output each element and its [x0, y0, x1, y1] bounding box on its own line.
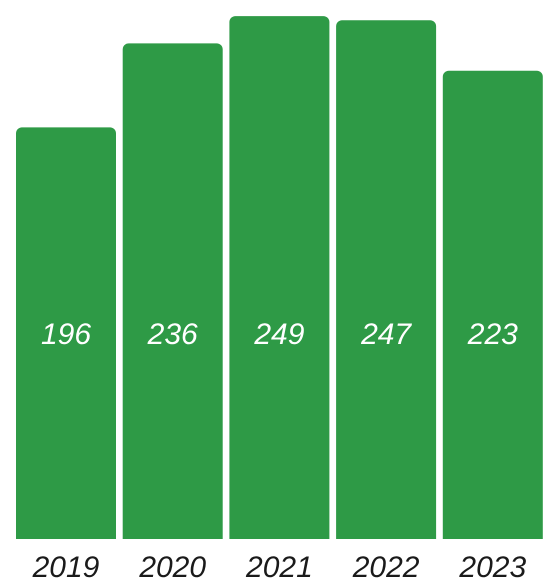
bar-value-label-2022: 247	[360, 318, 412, 351]
x-tick-label-2019: 2019	[32, 551, 100, 581]
bars-group	[0, 16, 553, 547]
x-tick-label-2022: 2022	[352, 551, 420, 581]
baseline-mask	[0, 539, 553, 547]
bar-2022	[336, 20, 437, 546]
x-tick-label-2023: 2023	[458, 551, 526, 581]
x-tick-labels-group: 2019 2020 2021 2022 2023	[32, 551, 527, 581]
bar-2020	[122, 43, 223, 546]
bar-value-label-2021: 249	[253, 318, 304, 351]
bar-2019	[16, 127, 116, 546]
bar-value-label-2023: 223	[467, 318, 518, 351]
bar-value-label-2020: 236	[147, 318, 198, 351]
x-tick-label-2020: 2020	[138, 551, 206, 581]
bar-2021	[229, 16, 330, 546]
bar-2023	[442, 70, 543, 545]
bar-value-label-2019: 196	[41, 318, 91, 351]
value-labels-group: 196 236 249 247 223	[41, 318, 518, 351]
x-tick-label-2021: 2021	[245, 551, 313, 581]
